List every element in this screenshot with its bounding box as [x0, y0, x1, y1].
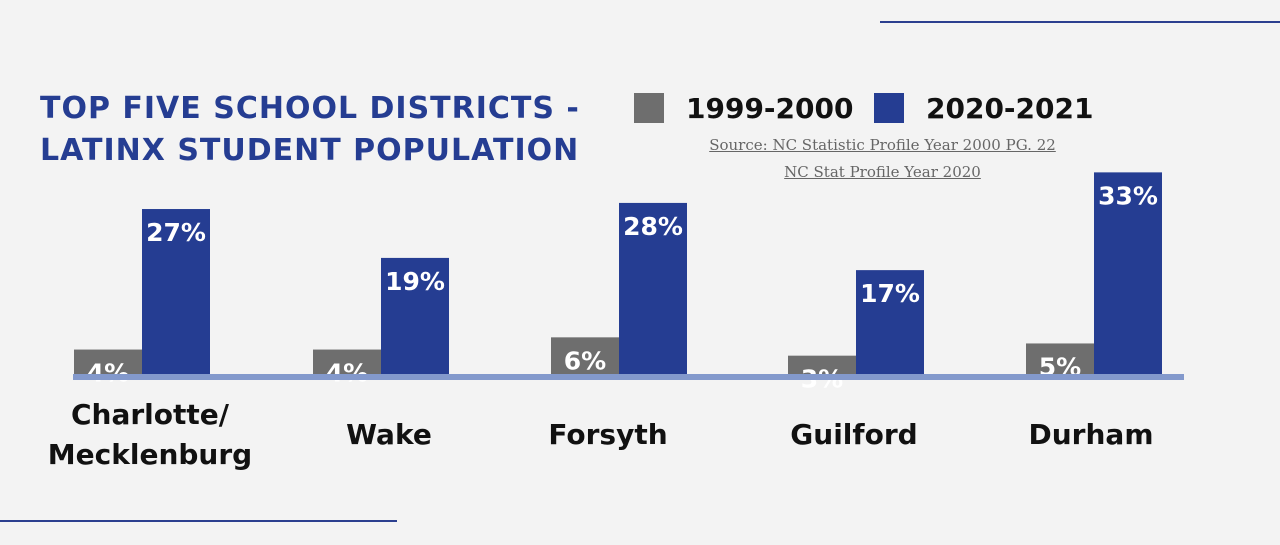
bar-value-label-1999-2000-0: 4% — [87, 359, 129, 388]
category-label-3: Guilford — [790, 418, 918, 451]
bar-value-label-2020-2021-2: 28% — [623, 212, 683, 241]
legend-label-2020-2021: 2020-2021 — [926, 91, 1094, 125]
bar-1999-2000-0 — [74, 349, 142, 374]
legend-label-1999-2000: 1999-2000 — [686, 91, 854, 125]
top-right-decorative-line — [880, 21, 1280, 23]
legend-item-2020-2021: 2020-2021 — [874, 91, 1094, 125]
bar-2020-2021-3 — [856, 270, 924, 374]
bar-1999-2000-4 — [1026, 343, 1094, 374]
x-axis-line — [73, 374, 1184, 380]
legend-item-1999-2000: 1999-2000 — [634, 91, 854, 125]
bar-1999-2000-3 — [788, 355, 856, 374]
bar-2020-2021-4 — [1094, 172, 1162, 374]
bar-1999-2000-1 — [313, 349, 381, 374]
bar-value-label-2020-2021-3: 17% — [860, 279, 920, 308]
category-label-0: Charlotte/ Mecklenburg — [47, 398, 253, 471]
category-label-2: Forsyth — [548, 418, 668, 451]
bar-value-label-1999-2000-2: 6% — [564, 346, 606, 375]
chart-title-line-2: LATINX STUDENT POPULATION — [40, 133, 580, 168]
bar-value-label-1999-2000-1: 4% — [326, 359, 368, 388]
chart-title: TOP FIVE SCHOOL DISTRICTS - LATINX STUDE… — [40, 88, 580, 172]
bar-2020-2021-1 — [381, 257, 449, 374]
bottom-left-decorative-line — [0, 520, 397, 522]
source-citation-2[interactable]: NC Stat Profile Year 2020 — [784, 163, 981, 181]
bar-value-label-2020-2021-0: 27% — [146, 218, 206, 247]
bar-value-label-2020-2021-1: 19% — [385, 267, 445, 296]
category-label-4: Durham — [1028, 418, 1154, 451]
bar-2020-2021-2 — [619, 202, 687, 374]
chart-title-line-1: TOP FIVE SCHOOL DISTRICTS - — [40, 91, 580, 126]
source-citation-1[interactable]: Source: NC Statistic Profile Year 2000 P… — [709, 136, 1056, 154]
legend-swatch-1999-2000 — [634, 93, 664, 123]
category-label-1: Wake — [346, 418, 432, 451]
bar-value-label-2020-2021-4: 33% — [1098, 181, 1158, 210]
legend-swatch-2020-2021 — [874, 93, 904, 123]
bar-2020-2021-0 — [142, 209, 210, 374]
bar-1999-2000-2 — [551, 337, 619, 374]
